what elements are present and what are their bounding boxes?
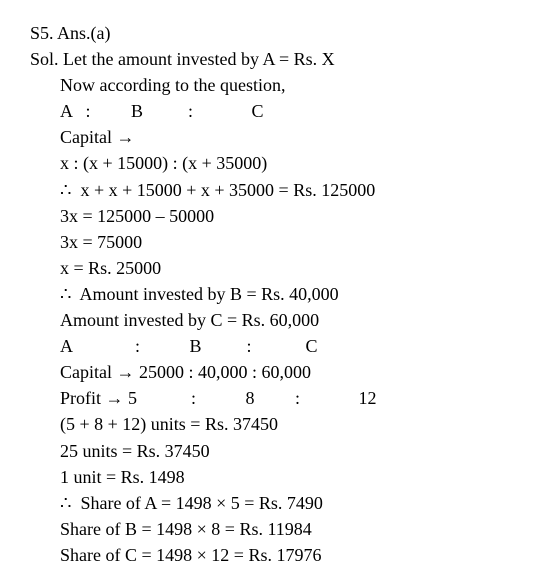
ratio-header: A : B : C bbox=[30, 98, 515, 124]
units-value: 25 units = Rs. 37450 bbox=[30, 438, 515, 464]
total-units: (5 + 8 + 12) units = Rs. 37450 bbox=[30, 411, 515, 437]
x-value: x = Rs. 25000 bbox=[30, 255, 515, 281]
profit-ratio: Profit → 5 : 8 : 12 bbox=[30, 385, 515, 411]
one-unit: 1 unit = Rs. 1498 bbox=[30, 464, 515, 490]
solution-step: Now according to the question, bbox=[30, 72, 515, 98]
share-a: ∴ Share of A = 1498 × 5 = Rs. 7490 bbox=[30, 490, 515, 516]
question-id: S5. Ans.(a) bbox=[30, 20, 515, 46]
equation-sum: ∴ x + x + 15000 + x + 35000 = Rs. 125000 bbox=[30, 177, 515, 203]
share-b: Share of B = 1498 × 8 = Rs. 11984 bbox=[30, 516, 515, 542]
amount-b: ∴ Amount invested by B = Rs. 40,000 bbox=[30, 281, 515, 307]
equation-step-1: 3x = 125000 – 50000 bbox=[30, 203, 515, 229]
amount-c: Amount invested by C = Rs. 60,000 bbox=[30, 307, 515, 333]
solution-intro: Sol. Let the amount invested by A = Rs. … bbox=[30, 46, 515, 72]
capital-label: Capital → bbox=[30, 124, 515, 150]
capital-ratio-2: Capital → 25000 : 40,000 : 60,000 bbox=[30, 359, 515, 385]
equation-step-2: 3x = 75000 bbox=[30, 229, 515, 255]
ratio-header-2: A : B : C bbox=[30, 333, 515, 359]
capital-ratio: x : (x + 15000) : (x + 35000) bbox=[30, 150, 515, 176]
share-c: Share of C = 1498 × 12 = Rs. 17976 bbox=[30, 542, 515, 568]
